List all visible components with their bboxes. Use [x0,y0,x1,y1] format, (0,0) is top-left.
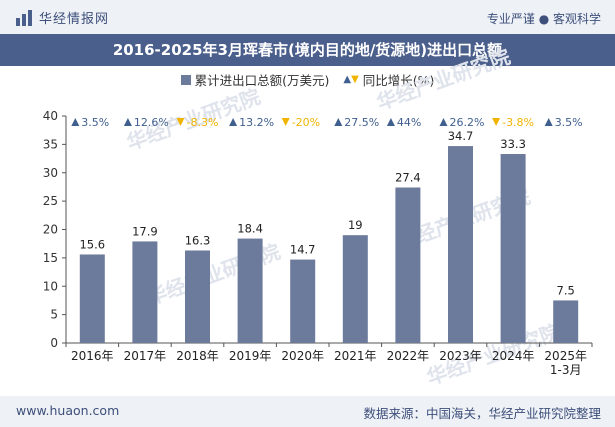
bar-value-label-5: 19 [348,218,363,232]
bar-6 [395,187,421,343]
legend-bar-swatch [180,74,191,85]
bar-0 [79,254,105,343]
y-tick-label-7: 35 [43,137,58,151]
bar-value-label-4: 14.7 [290,243,316,257]
y-tick-label-1: 5 [50,308,58,322]
bar-1 [132,241,158,343]
legend-triangle-icon: ▲▼ [343,73,359,85]
growth-label-2: -8.3% [187,116,219,129]
x-tick-label-6: 2022年 [387,349,430,363]
growth-label-9: 3.5% [555,116,583,129]
x-tick-label-3: 2019年 [229,349,272,363]
growth-marker-9 [544,118,553,126]
growth-label-6: 44% [397,116,421,129]
growth-marker-4 [281,118,290,126]
y-tick-label-8: 40 [43,109,58,123]
bar-value-label-9: 7.5 [557,283,575,297]
legend-bar-label: 累计进出口总额(万美元) [194,73,330,88]
bar-8 [500,154,526,343]
footer-website[interactable]: www.huaon.com [16,403,120,418]
y-tick-label-2: 10 [43,279,58,293]
logo-icon [16,10,32,26]
x-tick-label-2: 2018年 [176,349,219,363]
growth-label-8: -3.8% [502,116,534,129]
x-tick-label-5: 2021年 [334,349,377,363]
growth-label-3: 13.2% [239,116,274,129]
top-bar: 华经情报网 专业严谨 ● 客观科学 [0,0,615,34]
brand[interactable]: 华经情报网 [16,8,109,27]
growth-marker-3 [229,118,238,126]
bar-value-label-1: 17.9 [132,224,158,238]
x-tick-label-9: 2025年 1-3月 [544,349,587,377]
growth-marker-2 [176,118,185,126]
x-tick-label-0: 2016年 [71,349,114,363]
x-tick-label-8: 2024年 [492,349,535,363]
footer: www.huaon.com 数据来源：中国海关，华经产业研究院整理 [0,396,615,427]
x-tick-label-7: 2023年 [439,349,482,363]
y-tick-label-5: 25 [43,194,58,208]
bar-9 [553,300,579,343]
bar-3 [237,238,263,343]
growth-marker-1 [123,118,132,126]
growth-marker-7 [439,118,448,126]
bar-4 [290,259,316,343]
growth-marker-6 [386,118,395,126]
bar-value-label-2: 16.3 [185,233,211,247]
y-tick-label-0: 0 [50,336,58,350]
brand-name: 华经情报网 [39,12,110,27]
chart-title: 2016-2025年3月珲春市(境内目的地/货源地)进出口总额 [0,34,615,66]
y-tick-label-4: 20 [43,223,58,237]
growth-label-7: 26.2% [450,116,485,129]
growth-label-4: -20% [292,116,320,129]
y-tick-label-3: 15 [43,251,58,265]
growth-marker-8 [492,118,501,126]
x-tick-label-1: 2017年 [124,349,167,363]
legend-growth-label: 同比增长(%) [362,73,435,88]
bar-5 [342,235,368,343]
bar-chart: 华经产业研究院华经产业研究院华经产业研究院华经产业研究院华经产业研究院05101… [43,44,593,390]
bar-value-label-0: 15.6 [79,237,105,251]
growth-marker-5 [334,118,343,126]
tagline: 专业严谨 ● 客观科学 [486,12,601,26]
bar-2 [185,250,210,343]
watermark-1: 华经产业研究院 [374,44,514,114]
legend: 累计进出口总额(万美元) ▲▼ 同比增长(%) [0,70,615,89]
bar-value-label-6: 27.4 [395,171,421,185]
y-tick-label-6: 30 [43,166,58,180]
growth-marker-0 [71,118,80,126]
bar-7 [448,146,473,343]
bar-value-label-8: 33.3 [500,137,526,151]
bar-value-label-3: 18.4 [237,222,263,236]
x-tick-label-4: 2020年 [281,349,324,363]
footer-source: 数据来源：中国海关，华经产业研究院整理 [363,406,601,421]
growth-label-5: 27.5% [344,116,379,129]
growth-label-0: 3.5% [81,116,109,129]
bar-value-label-7: 34.7 [448,129,474,143]
growth-label-1: 12.6% [134,116,169,129]
